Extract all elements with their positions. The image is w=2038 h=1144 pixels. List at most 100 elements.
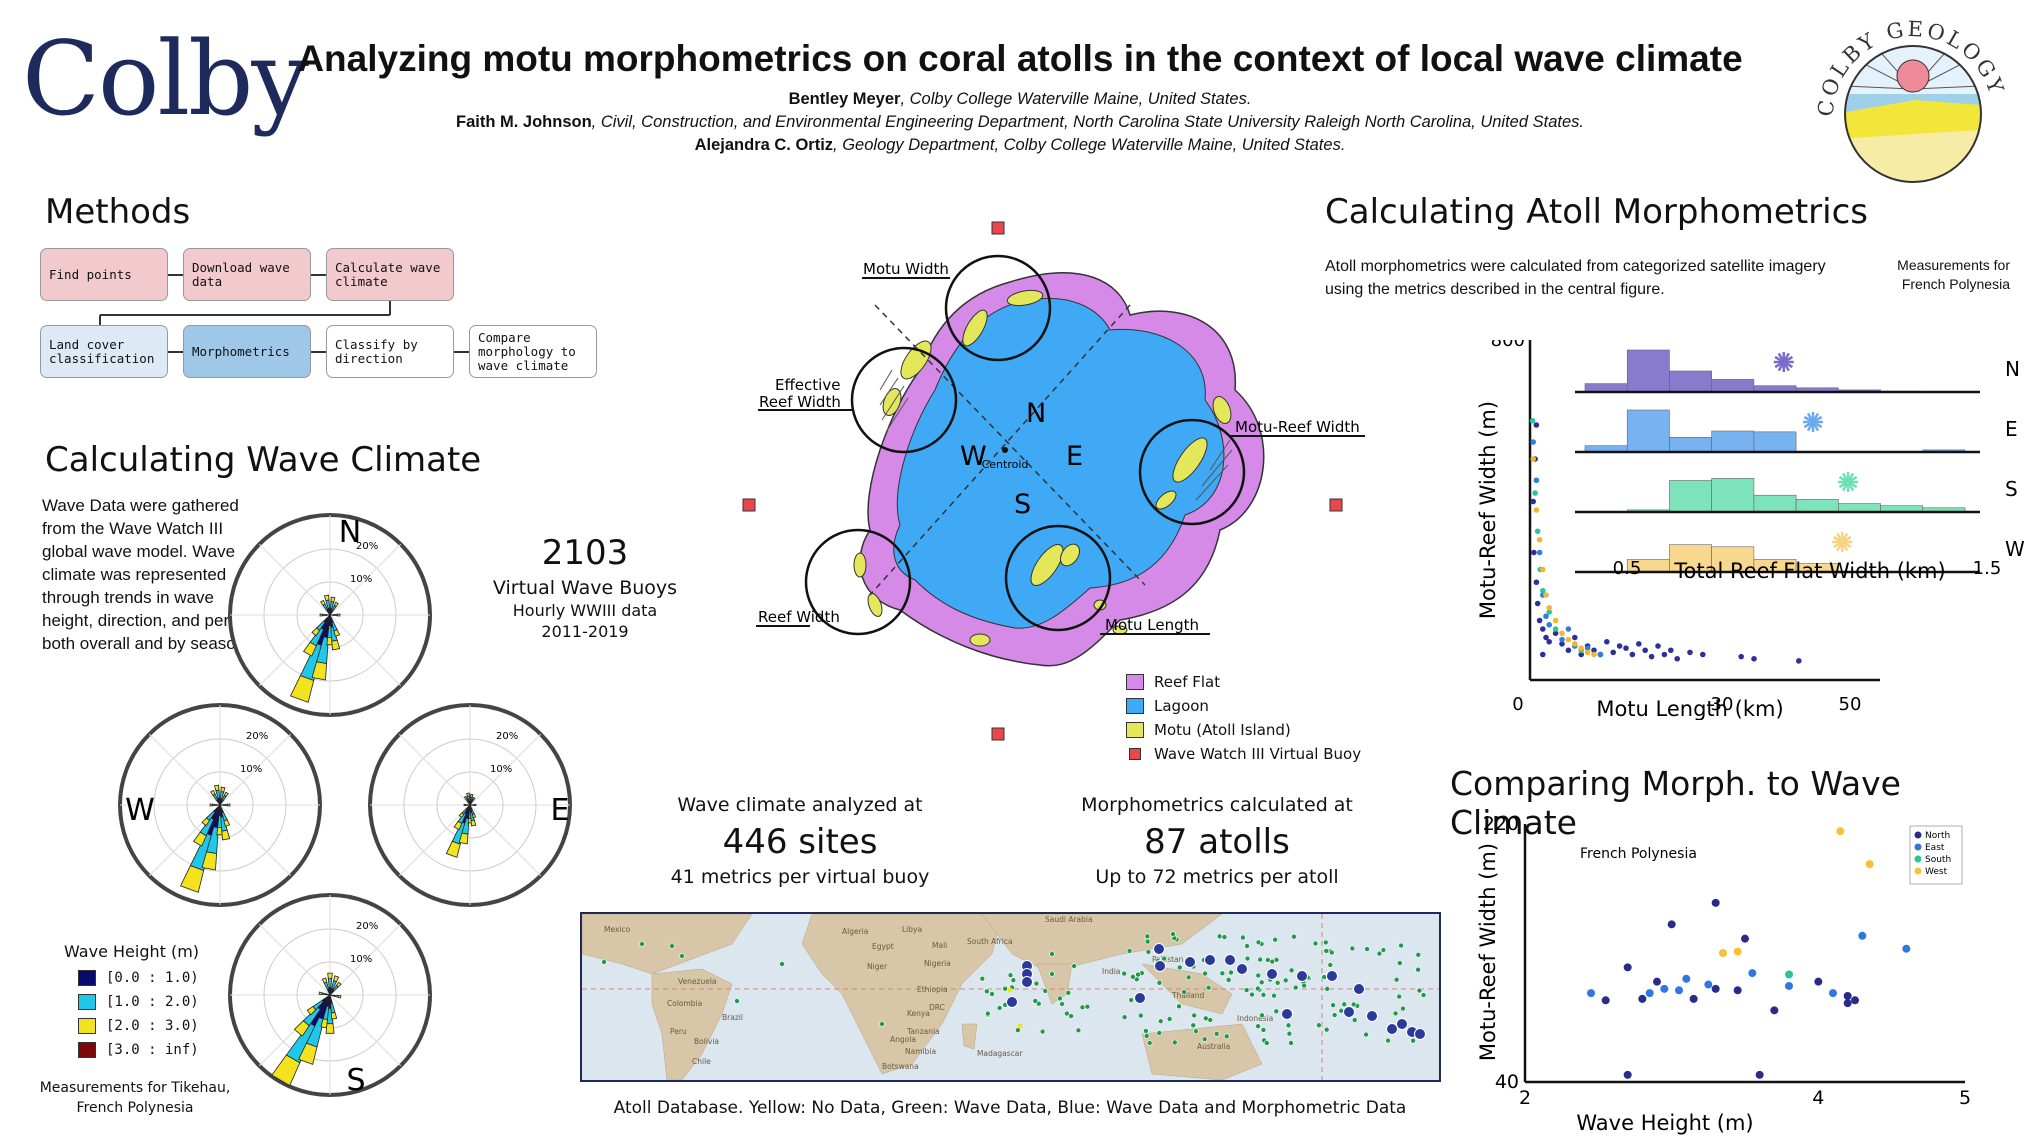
map-point-wave: [1146, 1040, 1153, 1046]
hist-bar: [1669, 544, 1712, 573]
map-point-morph: [1343, 1006, 1355, 1018]
map-place-label: Ethiopia: [917, 985, 948, 994]
scatter-point: [1552, 626, 1559, 632]
label-effective-2: Reef Width: [759, 393, 841, 411]
scatter-point: [1543, 634, 1549, 641]
rose-petal: [192, 831, 207, 847]
comp-point: [1689, 994, 1698, 1003]
tikehau-caption: Measurements for Tikehau, French Polynes…: [39, 1080, 231, 1116]
wind-roses: 20%10%N20%10%W20%10%E20%10%S: [118, 513, 572, 1098]
scatter-point: [1530, 456, 1536, 462]
hist-mean-marker: [1803, 415, 1823, 429]
map-point-wave: [1068, 1013, 1074, 1019]
map-point-wave: [1084, 1003, 1091, 1010]
map-point-wave: [1255, 985, 1261, 992]
comp-point: [1645, 989, 1654, 998]
map-point-wave: [679, 953, 685, 959]
map-point-wave: [1225, 977, 1232, 983]
rose-spoke: [469, 804, 542, 877]
comp-point: [1748, 969, 1757, 978]
scatter-point: [1536, 549, 1543, 556]
scatter-point: [1578, 651, 1584, 658]
map-landmass: [651, 968, 733, 1080]
morphometrics-heading: Calculating Atoll Morphometrics: [1325, 192, 1869, 232]
hist-series-label: S: [2005, 477, 2018, 501]
rose-petal: [179, 865, 205, 893]
map-point-wave: [1059, 1001, 1065, 1007]
map-point-morph: [1204, 954, 1216, 966]
map-point-wave: [1415, 966, 1421, 973]
buoy-marker: [991, 221, 1005, 235]
scatter-point: [1533, 477, 1540, 484]
scatter-point: [1533, 579, 1540, 586]
map-point-wave: [1273, 1008, 1280, 1015]
morphometrics-text: Atoll morphometrics were calculated from…: [1325, 258, 1826, 298]
comp-legend-marker: [1914, 867, 1922, 875]
comp-point: [1755, 1070, 1764, 1079]
map-point-wave: [1015, 1027, 1021, 1034]
buoy-marker: [1329, 498, 1343, 512]
rose-petal: [453, 820, 463, 831]
label-motu-reef-width: Motu-Reef Width: [1235, 418, 1360, 436]
step-download-wave-data: Download wave data: [183, 248, 311, 301]
author-line: Alejandra C. Ortiz, Geology Department, …: [694, 136, 1346, 154]
map-point-wave: [1213, 1031, 1220, 1037]
rose-direction-label: S: [346, 1063, 365, 1098]
legend-swatch: [78, 994, 96, 1010]
hist-mean-marker: [1774, 355, 1794, 369]
scatter-point: [1565, 626, 1572, 632]
map-point-wave: [1312, 940, 1319, 947]
map-point-morph: [1184, 956, 1196, 968]
scatter-point: [1796, 658, 1802, 664]
morph-stat: Morphometrics calculated at 87 atolls Up…: [1057, 794, 1377, 888]
map-point-wave: [1420, 992, 1427, 998]
map-point-wave: [1156, 1030, 1163, 1036]
map-point-wave: [1170, 931, 1176, 937]
comp-y-tick: 40: [1495, 1071, 1519, 1093]
map-point-wave: [1121, 970, 1127, 977]
map-point-wave: [1282, 977, 1289, 984]
legend-item: Reef Flat: [1126, 670, 1361, 694]
buoy-marker: [991, 727, 1005, 741]
map-point-wave: [1071, 963, 1077, 969]
scatter-point: [1530, 498, 1536, 505]
map-point-wave: [1121, 1014, 1128, 1020]
scatter-point: [1629, 651, 1636, 658]
comparing-heading: Comparing Morph. to Wave Climate: [1450, 764, 1901, 842]
comp-legend-marker: [1914, 855, 1922, 863]
scatter-point: [1668, 647, 1674, 654]
rose-petal: [322, 613, 327, 617]
map-point-wave: [1272, 936, 1278, 943]
rose-petal: [223, 819, 231, 827]
buoy-stat: 2103 Virtual Wave Buoys Hourly WWIII dat…: [470, 533, 700, 641]
wave-climate-heading: Calculating Wave Climate: [45, 440, 482, 480]
rose-petal: [331, 639, 341, 651]
map-point-wave: [1221, 934, 1228, 940]
rose-petal: [209, 803, 213, 807]
map-point-wave: [1263, 1040, 1270, 1046]
map-point-morph: [1366, 1010, 1378, 1022]
rose-petal: [220, 786, 226, 793]
map-point-morph: [1236, 963, 1248, 975]
colby-geology-seal: COLBY GEOLOGY: [1814, 17, 2006, 183]
hist-bar: [1753, 494, 1797, 513]
rose-petal: [463, 803, 466, 807]
map-place-label: Kenya: [907, 1009, 930, 1018]
map-point-wave: [996, 1005, 1003, 1011]
buoy-count: 2103: [541, 533, 629, 573]
rose-petal: [298, 1042, 318, 1065]
scatter-point: [1534, 528, 1541, 535]
map-point-wave: [1271, 992, 1277, 999]
hist-bar: [1669, 437, 1712, 453]
map-point-wave: [1244, 943, 1250, 949]
rose-petal: [213, 784, 220, 792]
map-point-wave: [1064, 1010, 1070, 1017]
scatter-point: [1559, 636, 1565, 643]
map-point-wave: [1079, 1004, 1086, 1011]
comp-point: [1667, 920, 1676, 929]
scatter-point: [1751, 655, 1757, 662]
map-point-wave: [1205, 984, 1212, 991]
map-point-morph: [1396, 1018, 1408, 1030]
map-point-wave: [1075, 1027, 1082, 1034]
rose-petal: [271, 1054, 301, 1087]
